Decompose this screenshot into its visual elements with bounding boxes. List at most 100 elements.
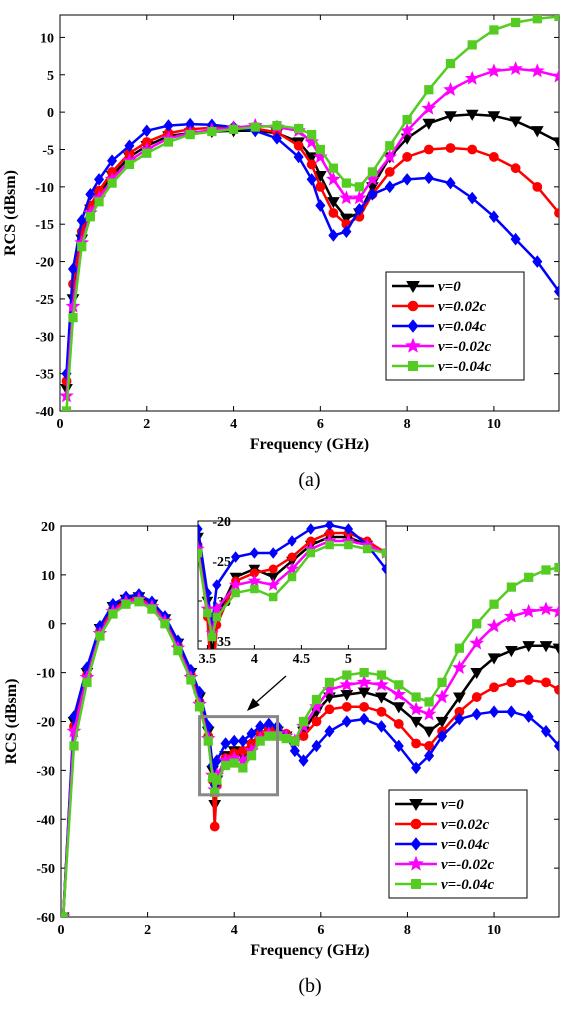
inset-y-tick-label: -25 <box>212 555 231 570</box>
data-point <box>554 208 559 218</box>
data-point <box>435 716 449 729</box>
y-tick-label: -50 <box>36 862 55 877</box>
y-tick-label: 10 <box>41 569 55 584</box>
data-point <box>504 608 519 623</box>
data-point <box>402 152 413 162</box>
inset-data-point <box>325 540 334 550</box>
data-point <box>341 715 352 728</box>
data-point <box>293 150 304 164</box>
data-point <box>411 692 421 702</box>
inset-data-point <box>287 572 297 582</box>
data-point <box>339 190 354 205</box>
data-point <box>147 604 157 614</box>
x-tick-label: 8 <box>404 417 411 432</box>
inset-data-point <box>210 601 224 615</box>
inset-data-point <box>287 535 297 547</box>
data-point <box>311 739 322 753</box>
y-axis-label: RCS (dBsm) <box>2 170 19 256</box>
data-point <box>77 241 87 252</box>
inset-data-point <box>400 533 410 542</box>
y-tick-label: -25 <box>35 293 54 308</box>
data-point <box>445 143 456 153</box>
legend-marker <box>410 818 422 830</box>
data-point <box>422 726 436 738</box>
data-point <box>339 677 355 692</box>
y-tick-label: 0 <box>47 106 54 121</box>
inset-data-point <box>230 551 241 563</box>
x-tick-label: 4 <box>230 417 237 432</box>
x-axis-label: Frequency (GHz) <box>250 942 369 959</box>
inset-x-tick-label: 5 <box>345 652 352 667</box>
data-point <box>423 171 434 185</box>
data-point <box>342 670 352 680</box>
data-point <box>506 582 516 592</box>
data-point <box>315 181 326 192</box>
legend-marker <box>407 319 419 333</box>
data-point <box>209 821 220 832</box>
data-point <box>85 188 96 201</box>
data-point <box>212 775 222 785</box>
data-point <box>422 118 436 130</box>
data-point <box>487 653 501 665</box>
data-point <box>394 680 404 690</box>
x-axis-label: Frequency (GHz) <box>250 436 369 453</box>
data-point <box>289 744 300 758</box>
data-point <box>532 255 543 268</box>
data-point <box>160 619 170 629</box>
data-point <box>324 724 335 738</box>
x-tick-label: 2 <box>144 923 151 938</box>
data-point <box>424 697 434 707</box>
inset-data-point <box>401 541 409 549</box>
y-tick-label: -10 <box>35 181 54 196</box>
data-point <box>540 724 552 738</box>
data-point <box>207 126 217 137</box>
data-point <box>328 229 339 242</box>
y-tick-label: -40 <box>35 405 54 420</box>
data-point <box>255 736 265 746</box>
y-tick-label: -20 <box>36 716 55 731</box>
inset-data-point <box>362 544 372 554</box>
data-point <box>532 15 542 24</box>
inset-data-point <box>175 493 183 501</box>
data-point <box>237 734 248 748</box>
data-point <box>246 751 257 761</box>
data-point <box>408 701 424 716</box>
inset-data-point <box>268 564 278 574</box>
data-point <box>228 124 239 134</box>
data-point <box>553 285 559 298</box>
inset-data-point <box>399 523 410 533</box>
data-point <box>107 154 118 167</box>
inset-data-point <box>198 548 203 558</box>
data-point <box>393 719 404 729</box>
data-point <box>384 167 395 177</box>
data-point <box>423 144 434 155</box>
data-point <box>61 406 72 411</box>
data-point <box>538 601 554 616</box>
y-tick-label: -15 <box>35 218 54 233</box>
data-point <box>411 738 421 749</box>
data-point <box>471 692 482 702</box>
data-point <box>469 635 485 650</box>
data-point <box>311 694 322 705</box>
data-point <box>454 643 465 653</box>
data-point <box>524 572 534 582</box>
data-point <box>489 705 500 719</box>
data-point <box>328 163 338 173</box>
zoom-arrow-head <box>246 698 260 712</box>
data-point <box>445 176 456 190</box>
data-point <box>375 692 388 704</box>
data-point <box>327 197 340 209</box>
zoom-arrow <box>251 675 287 707</box>
inset-data-point <box>203 608 212 618</box>
inset-data-point <box>207 632 217 642</box>
data-point <box>311 716 322 727</box>
data-point <box>465 109 479 121</box>
data-point <box>141 124 152 138</box>
data-point <box>359 712 370 726</box>
data-point <box>290 736 300 746</box>
data-point <box>367 188 378 201</box>
data-point <box>452 660 467 674</box>
data-point <box>424 749 435 763</box>
data-point <box>341 701 352 712</box>
